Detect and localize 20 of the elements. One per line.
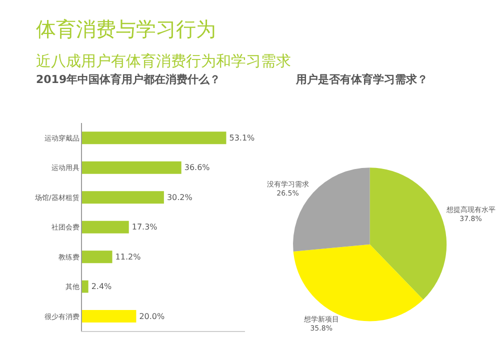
data-label: 36.6% <box>184 163 210 172</box>
data-label: 53.1% <box>229 133 256 142</box>
bar <box>82 250 112 264</box>
text: 近八成用户有体育消费行为和学习需求 <box>36 52 291 70</box>
bar <box>82 191 164 204</box>
bar <box>82 161 182 174</box>
pie-slice <box>293 244 424 322</box>
data-label: 17.3% <box>132 222 158 232</box>
bar <box>82 220 129 234</box>
chart-title: 用户是否有体育学习需求？ <box>295 73 428 86</box>
bar <box>82 132 226 144</box>
data-label: 2.4% <box>91 282 112 292</box>
bar <box>82 310 136 323</box>
bar <box>82 280 88 293</box>
text: 体育消费与学习行为 <box>36 17 216 41</box>
data-label: 30.2% <box>166 192 193 202</box>
data-label: 20.0% <box>139 312 166 321</box>
data-label: 11.2% <box>115 252 142 262</box>
pie-slice <box>370 168 446 300</box>
chart-title: 2019年中国体育用户都在消费什么？ <box>36 73 221 86</box>
